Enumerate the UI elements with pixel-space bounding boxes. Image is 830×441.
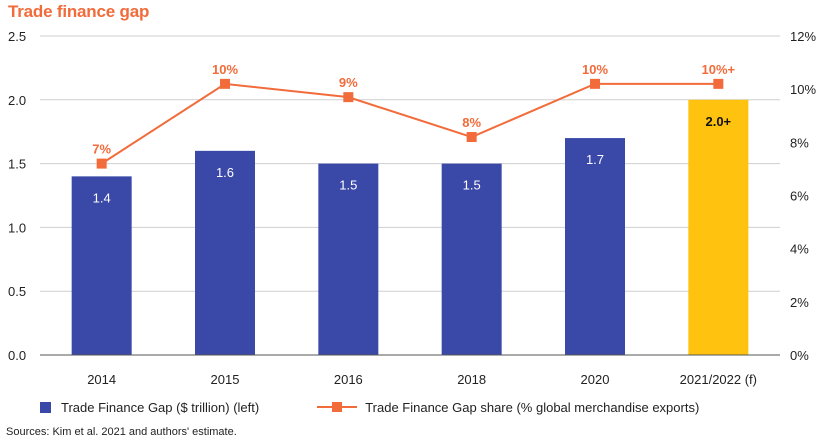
y-right-tick-label: 10% — [790, 82, 816, 97]
legend-item-share: Trade Finance Gap share (% global mercha… — [317, 400, 699, 415]
x-tick-label: 2014 — [87, 372, 116, 387]
y-left-tick-label: 1.5 — [8, 157, 26, 172]
chart-plot: 0.0 0.5 1.0 1.5 2.0 2.5 0% 2% 4% 6% 8% 10% 12% 1.4 1.6… — [8, 29, 816, 387]
y-left-tick-label: 1.0 — [8, 220, 26, 235]
line-point — [220, 78, 230, 89]
y-right-tick-label: 4% — [790, 242, 809, 257]
bar — [441, 163, 502, 355]
line-point — [343, 92, 354, 103]
line-point — [713, 78, 724, 89]
bar — [565, 138, 625, 355]
y-left-tick-label: 2.0 — [8, 93, 26, 108]
y-left-tick-label: 2.5 — [8, 29, 26, 44]
x-tick-label: 2015 — [211, 372, 240, 387]
bar-data-label: 1.5 — [463, 178, 481, 193]
line-data-label: 9% — [339, 75, 358, 90]
line-point — [466, 132, 477, 143]
x-tick-label: 2016 — [334, 372, 363, 387]
legend-swatch-bar — [40, 401, 51, 413]
line-data-label: 7% — [92, 142, 111, 157]
x-tick-label: 2021/2022 (f) — [680, 372, 757, 387]
bar-data-label: 1.6 — [216, 165, 234, 180]
legend: Trade Finance Gap ($ trillion) (left) Tr… — [40, 398, 757, 416]
line-point — [590, 78, 600, 89]
line-point — [96, 158, 107, 169]
legend-label-gap: Trade Finance Gap ($ trillion) (left) — [61, 399, 260, 415]
bar — [318, 163, 379, 355]
legend-label-share: Trade Finance Gap share (% global mercha… — [365, 399, 700, 415]
x-tick-label: 2020 — [581, 372, 610, 387]
y-right-tick-label: 6% — [790, 189, 809, 204]
y-left-tick-label: 0.0 — [8, 348, 26, 363]
y-right-tick-label: 0% — [790, 348, 809, 363]
bar-data-label: 1.7 — [586, 152, 604, 167]
source-note: Sources: Kim et al. 2021 and authors' es… — [6, 426, 237, 438]
bar — [688, 99, 749, 355]
bar — [71, 176, 132, 355]
bar-data-label: 1.4 — [93, 190, 111, 205]
series-line — [101, 82, 719, 165]
bar-data-label: 1.5 — [339, 178, 357, 193]
legend-item-gap: Trade Finance Gap ($ trillion) (left) — [40, 400, 259, 415]
bar-data-label: 2.0+ — [705, 114, 731, 129]
y-right-tick-label: 8% — [790, 135, 809, 150]
x-tick-label: 2018 — [457, 372, 486, 387]
chart-title: Trade finance gap — [8, 2, 150, 21]
line-data-label: 10% — [582, 62, 608, 77]
line-data-label: 10% — [212, 62, 238, 77]
legend-swatch-line — [317, 401, 358, 413]
bar — [195, 150, 255, 355]
y-right-tick-label: 12% — [790, 29, 816, 44]
y-left-tick-label: 0.5 — [8, 284, 26, 299]
y-right-tick-label: 2% — [790, 295, 809, 310]
line-data-label: 8% — [462, 115, 481, 130]
line-data-label: 10%+ — [702, 62, 736, 77]
